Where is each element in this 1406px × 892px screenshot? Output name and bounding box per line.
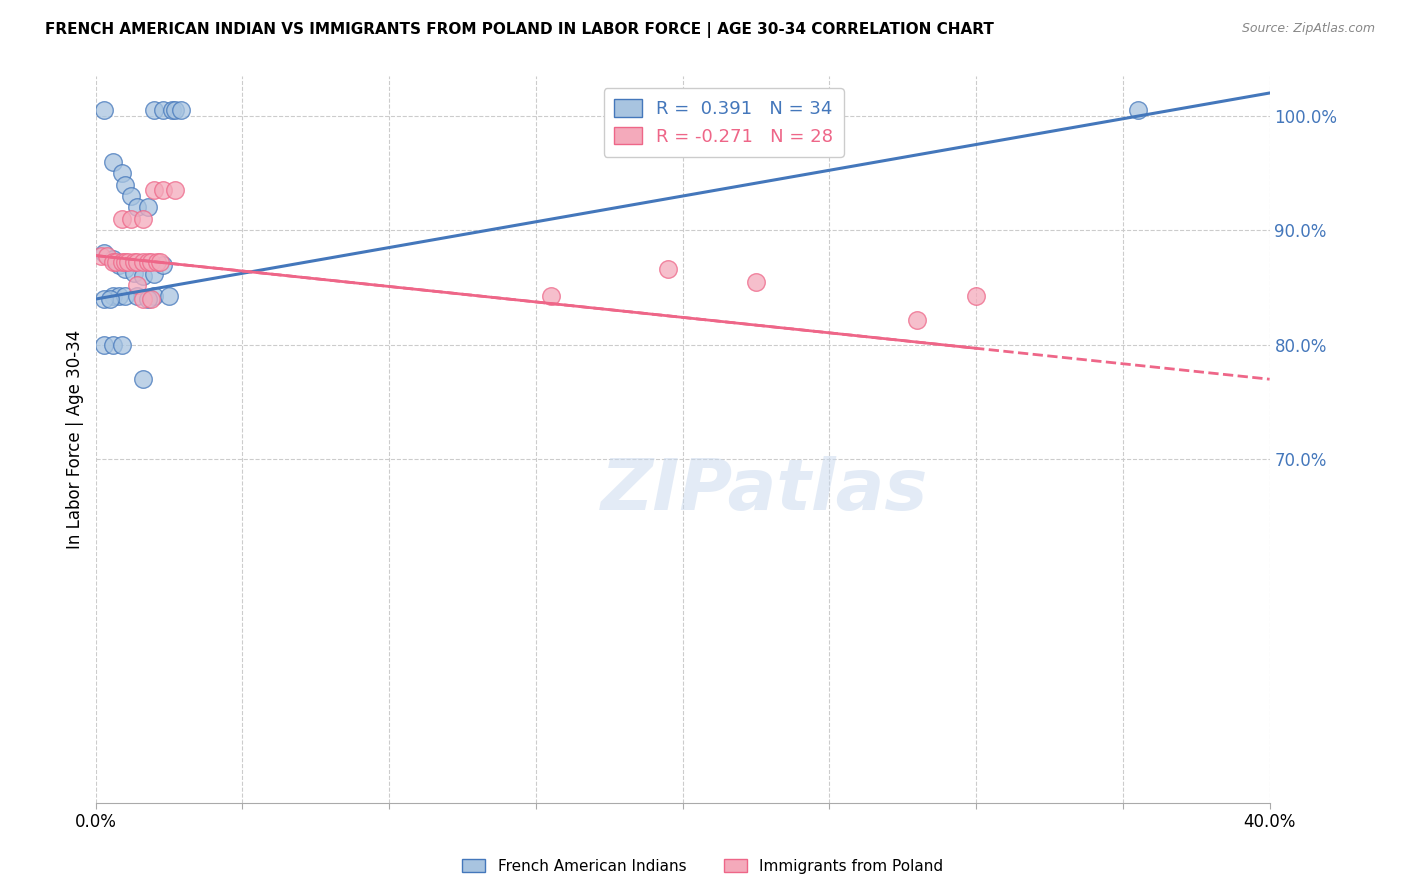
Point [111, 166, 134, 180]
Point [157, 288, 180, 302]
Point [108, 258, 131, 272]
Point [163, 103, 186, 118]
Point [141, 255, 163, 269]
Text: Source: ZipAtlas.com: Source: ZipAtlas.com [1241, 22, 1375, 36]
Point [105, 255, 128, 269]
Point [907, 312, 929, 326]
Point [120, 211, 142, 226]
Point [1126, 103, 1149, 118]
Point [138, 255, 160, 269]
Point [160, 103, 183, 118]
Point [120, 189, 142, 203]
Point [131, 372, 153, 386]
Point [152, 103, 174, 118]
Point [103, 255, 125, 269]
Point [103, 338, 125, 352]
Y-axis label: In Labor Force | Age 30-34: In Labor Force | Age 30-34 [66, 330, 84, 549]
Point [131, 255, 153, 269]
Legend: French American Indians, Immigrants from Poland: French American Indians, Immigrants from… [457, 853, 949, 880]
Point [540, 288, 562, 302]
Point [108, 288, 131, 302]
Point [90, 249, 112, 263]
Text: FRENCH AMERICAN INDIAN VS IMMIGRANTS FROM POLAND IN LABOR FORCE | AGE 30-34 CORR: FRENCH AMERICAN INDIAN VS IMMIGRANTS FRO… [45, 22, 994, 38]
Point [138, 201, 160, 215]
Point [122, 266, 145, 280]
Point [131, 211, 153, 226]
Point [163, 183, 186, 197]
Point [103, 288, 125, 302]
Point [93, 338, 115, 352]
Point [114, 178, 136, 192]
Point [143, 267, 166, 281]
Point [122, 255, 145, 269]
Point [131, 292, 153, 306]
Point [96, 249, 118, 263]
Point [117, 255, 139, 269]
Point [111, 211, 134, 226]
Point [131, 269, 153, 284]
Point [93, 103, 115, 118]
Point [152, 258, 174, 272]
Point [93, 246, 115, 260]
Point [111, 255, 134, 269]
Point [114, 262, 136, 277]
Point [125, 255, 148, 269]
Point [170, 103, 193, 118]
Point [125, 288, 148, 302]
Point [143, 103, 166, 118]
Point [114, 255, 136, 269]
Point [745, 275, 768, 289]
Point [143, 288, 166, 302]
Point [141, 292, 163, 306]
Point [103, 252, 125, 266]
Point [114, 288, 136, 302]
Point [98, 292, 121, 306]
Point [657, 262, 679, 277]
Point [149, 255, 172, 269]
Point [138, 292, 160, 306]
Point [125, 201, 148, 215]
Point [143, 183, 166, 197]
Text: ZIPatlas: ZIPatlas [602, 456, 928, 524]
Point [103, 154, 125, 169]
Point [93, 292, 115, 306]
Point [965, 288, 987, 302]
Point [152, 183, 174, 197]
Point [125, 278, 148, 293]
Point [111, 338, 134, 352]
Legend: R =  0.391   N = 34, R = -0.271   N = 28: R = 0.391 N = 34, R = -0.271 N = 28 [603, 88, 844, 157]
Point [146, 255, 169, 269]
